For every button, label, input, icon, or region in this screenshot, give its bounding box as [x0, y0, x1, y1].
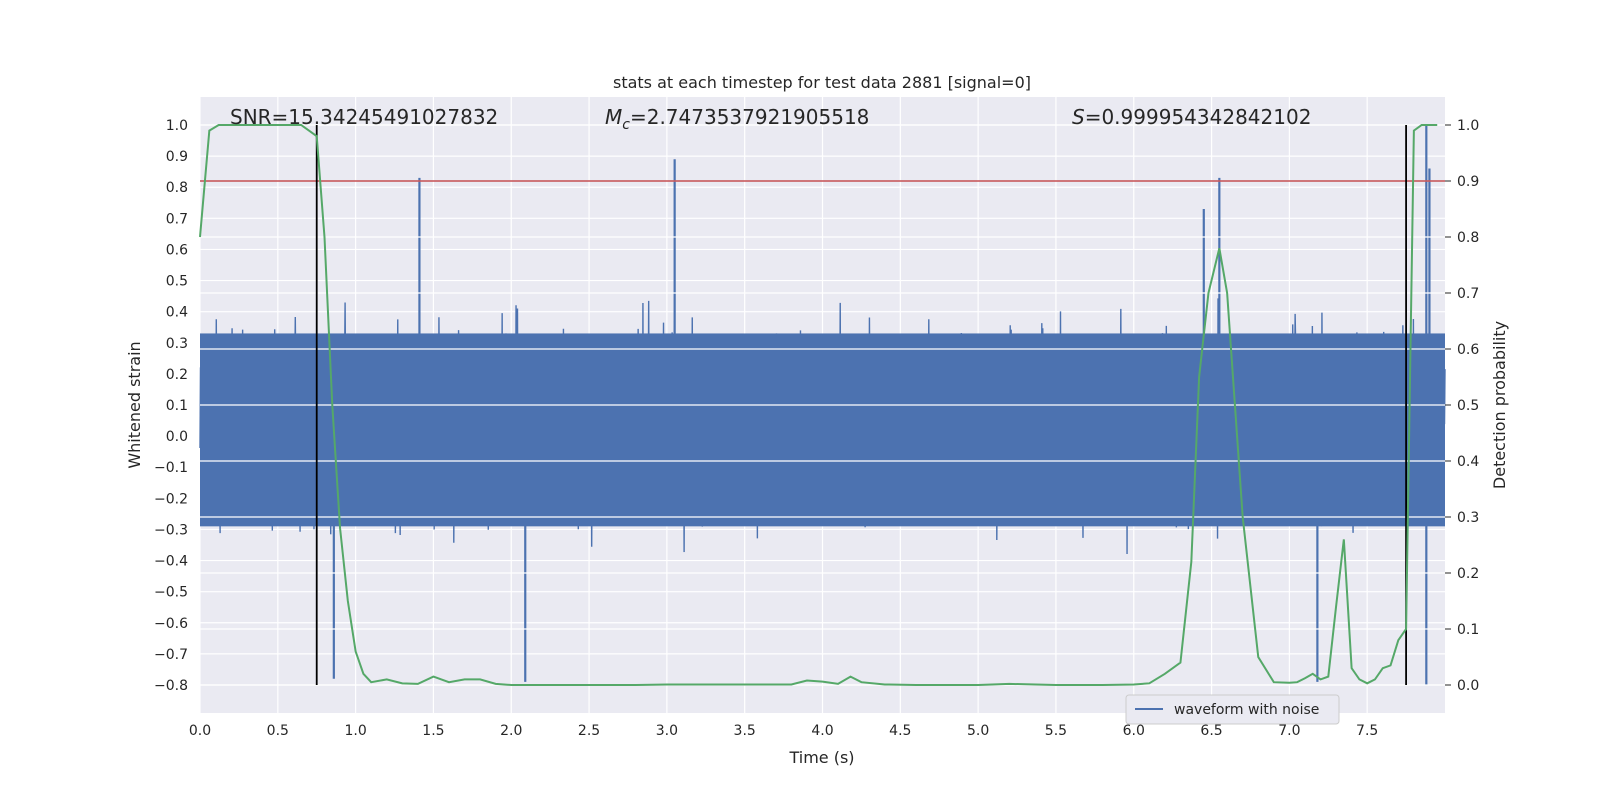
waveform-series	[199, 125, 1446, 685]
y-tick-label-right: 0.8	[1457, 230, 1479, 246]
mc-value: =2.7473537921905518	[630, 105, 869, 129]
y-tick-label-left: 0.1	[166, 398, 188, 414]
y-tick-label-right: 0.7	[1457, 286, 1479, 302]
y-tick-label-left: 0.5	[166, 274, 188, 290]
x-tick-label: 7.0	[1278, 723, 1300, 739]
y-tick-label-left: 1.0	[166, 118, 188, 134]
x-tick-label: 3.0	[656, 723, 678, 739]
axes: 0.0 0.5 1.0 1.5 2.0 2.5 3.0 3.5 4.0 4.5 5.0 5.5 6.0 6…	[154, 118, 1479, 739]
y-tick-label-right: 0.5	[1457, 398, 1479, 414]
y-tick-label-left: 0.4	[166, 305, 188, 321]
y-tick-label-left: 0.0	[166, 429, 188, 445]
y-tick-label-right: 0.6	[1457, 342, 1479, 358]
s-symbol: S	[1072, 105, 1085, 129]
x-axis-label: Time (s)	[788, 748, 854, 767]
y-tick-label-left: 0.2	[166, 367, 188, 383]
y-tick-label-left: −0.7	[154, 647, 188, 663]
probability-line	[199, 124, 1438, 686]
legend-label: waveform with noise	[1174, 702, 1319, 718]
x-tick-label: 1.5	[422, 723, 444, 739]
x-tick-label: 7.5	[1356, 723, 1378, 739]
mc-subscript: c	[622, 117, 630, 133]
y-axis-label-right: Detection probability	[1490, 321, 1509, 489]
snr-annotation: SNR=15.34245491027832	[230, 105, 498, 129]
legend-box	[1125, 694, 1340, 725]
x-tick-label: 5.5	[1045, 723, 1067, 739]
x-tick-label: 1.0	[344, 723, 366, 739]
y-tick-label-left: 0.6	[166, 242, 188, 258]
x-tick-label: 0.0	[189, 723, 211, 739]
y-tick-label-left: −0.5	[154, 585, 188, 601]
y-tick-label-right: 0.3	[1457, 510, 1479, 526]
y-tick-label-left: 0.8	[166, 180, 188, 196]
y-tick-label-right: 0.9	[1457, 174, 1479, 190]
x-tick-label: 4.0	[811, 723, 833, 739]
y-tick-label-right: 0.2	[1457, 566, 1479, 582]
x-tick-label: 5.0	[967, 723, 989, 739]
s-value: =0.999954342842102	[1085, 105, 1312, 129]
x-tick-label: 2.5	[578, 723, 600, 739]
s-annotation: S=0.999954342842102	[1072, 105, 1311, 129]
y-tick-label-left: −0.2	[154, 491, 188, 507]
y-tick-label-left: 0.7	[166, 211, 188, 227]
y-tick-label-right: 1.0	[1457, 118, 1479, 134]
x-tick-label: 2.0	[500, 723, 522, 739]
x-tick-label: 6.0	[1123, 723, 1145, 739]
chart-title: stats at each timestep for test data 288…	[613, 73, 1031, 92]
waveform-core	[200, 333, 1445, 527]
overlay-lines	[199, 124, 1445, 686]
y-axis-label-left: Whitened strain	[125, 341, 144, 468]
y-tick-label-right: 0.0	[1457, 678, 1479, 694]
mc-annotation: Mc=2.7473537921905518	[605, 105, 869, 133]
legend: waveform with noise	[1125, 694, 1340, 725]
y-tick-label-left: −0.4	[154, 554, 188, 570]
y-tick-label-left: −0.6	[154, 616, 188, 632]
x-tick-label: 6.5	[1200, 723, 1222, 739]
y-tick-label-left: −0.3	[154, 522, 188, 538]
y-tick-label-left: −0.8	[154, 678, 188, 694]
y-tick-label-right: 0.1	[1457, 622, 1479, 638]
x-tick-label: 3.5	[734, 723, 756, 739]
y-tick-label-left: −0.1	[154, 460, 188, 476]
mc-symbol: M	[605, 105, 622, 129]
x-tick-label: 4.5	[889, 723, 911, 739]
y-tick-label-left: 0.9	[166, 149, 188, 165]
y-tick-label-left: 0.3	[166, 336, 188, 352]
y-tick-label-right: 0.4	[1457, 454, 1479, 470]
x-tick-label: 0.5	[267, 723, 289, 739]
